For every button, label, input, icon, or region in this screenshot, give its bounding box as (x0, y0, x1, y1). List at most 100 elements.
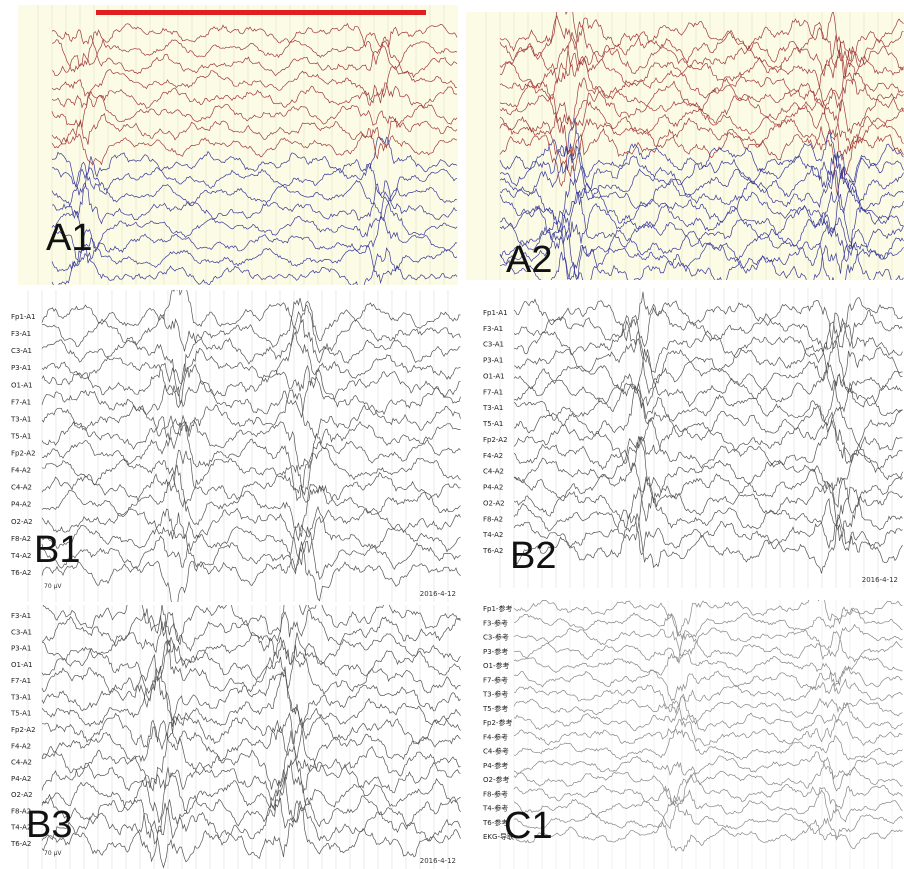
channel-label: F8-A2 (11, 807, 31, 815)
eeg-trace (41, 636, 461, 700)
panel-label: B1 (34, 529, 80, 571)
channel-label: T3-参考 (482, 690, 508, 699)
channel-label: F7-A1 (11, 398, 31, 406)
eeg-trace (499, 152, 904, 233)
panel-label: A1 (46, 217, 92, 259)
eeg-trace (41, 311, 461, 397)
eeg-trace (513, 476, 903, 541)
eeg-trace (513, 312, 903, 374)
eeg-trace (513, 513, 903, 574)
eeg-trace (41, 414, 461, 471)
channel-label: Fp2-A2 (483, 436, 508, 444)
eeg-trace (41, 446, 461, 505)
channel-label: T4-A2 (482, 531, 503, 539)
eeg-trace (513, 306, 903, 352)
eeg-trace (499, 99, 904, 150)
channel-label: T6-参考 (482, 818, 508, 827)
eeg-trace (513, 678, 903, 714)
eeg-trace (513, 652, 903, 687)
date-label: 2016-4-12 (420, 857, 456, 865)
eeg-trace (41, 608, 461, 652)
channel-label: F8-A2 (483, 515, 503, 523)
eeg-trace (41, 797, 461, 863)
channel-label: T5-参考 (482, 704, 508, 713)
channel-label: F3-A1 (11, 330, 31, 338)
eeg-trace (499, 117, 904, 177)
panel-label: B2 (510, 535, 556, 577)
eeg-trace (41, 331, 461, 409)
eeg-trace (513, 630, 903, 663)
header-bar (96, 10, 426, 15)
channel-label: F4-A2 (11, 467, 31, 475)
eeg-trace (42, 297, 461, 354)
eeg-trace (41, 507, 461, 566)
date-label: 2016-4-12 (862, 576, 898, 584)
channel-label: F8-A2 (11, 535, 31, 543)
channel-label: T5-A1 (10, 432, 31, 440)
eeg-panel: A2 (466, 12, 904, 280)
eeg-trace (513, 786, 903, 830)
channel-label: F7-A1 (11, 677, 31, 685)
eeg-trace (41, 473, 461, 542)
eeg-trace (499, 44, 904, 108)
channel-label: Fp2-参考 (483, 718, 512, 727)
channel-label: O2-A2 (483, 499, 505, 507)
eeg-trace (513, 697, 903, 725)
panel-label: A2 (506, 239, 552, 280)
eeg-trace (500, 231, 904, 280)
eeg-trace (499, 145, 904, 204)
eeg-trace (513, 665, 903, 702)
eeg-panel: Fp1-A1 F3-A1 C3-A1 P3-A1 O1-A1 F7-A1 T3-A1 T5-A… (8, 290, 462, 602)
eeg-trace (499, 42, 904, 84)
eeg-view: F3-A1 C3-A1 P3-A1 O1-A1 F7-A1 T3-A1 T5-A1 Fp2-A… (10, 605, 461, 869)
channel-label: F4-参考 (483, 732, 508, 741)
channel-label: C4-A2 (11, 759, 32, 767)
eeg-trace (513, 695, 903, 732)
eeg-trace (41, 721, 461, 792)
eeg-view: Fp1-A1 F3-A1 C3-A1 P3-A1 O1-A1 F7-A1 T3-A1 T5-A… (482, 288, 903, 588)
eeg-panel: F3-A1 C3-A1 P3-A1 O1-A1 F7-A1 T3-A1 T5-A1 Fp2-A… (8, 605, 462, 869)
channel-label: C3-A1 (11, 628, 32, 636)
channel-label: T3-A1 (482, 404, 503, 412)
eeg-trace (513, 477, 903, 550)
eeg-panel: A1 (18, 5, 458, 285)
channel-label: F8-参考 (483, 789, 508, 798)
channel-label: T5-A1 (482, 420, 503, 428)
eeg-trace (51, 36, 458, 79)
eeg-view: Fp1-参考 F3-参考 C3-参考 P3-参考 O1-参考 F7-参考 T3-参考 T5-参… (482, 600, 903, 869)
eeg-trace (41, 665, 461, 740)
eeg-trace (51, 29, 458, 73)
eeg-trace (41, 621, 461, 669)
scale-label: 70 µV (44, 850, 62, 857)
eeg-trace (41, 389, 461, 440)
eeg-trace (41, 768, 461, 840)
eeg-trace (499, 166, 904, 228)
eeg-trace (51, 112, 458, 160)
eeg-panel: Fp1-参考 F3-参考 C3-参考 P3-参考 O1-参考 F7-参考 T3-参考 T5-参… (480, 600, 904, 869)
channel-label: P4-A2 (11, 501, 31, 509)
eeg-trace (41, 707, 461, 759)
channel-label: Fp1-A1 (483, 309, 508, 317)
eeg-trace (42, 605, 461, 646)
eeg-panel: Fp1-A1 F3-A1 C3-A1 P3-A1 O1-A1 F7-A1 T3-A1 T5-A… (480, 288, 904, 588)
channel-label: C4-参考 (483, 747, 509, 756)
channel-label: C3-参考 (483, 633, 509, 642)
eeg-trace (41, 712, 461, 772)
channel-label: F3-A1 (483, 325, 503, 333)
channel-label: F7-A1 (483, 388, 503, 396)
channel-label: C3-A1 (483, 341, 504, 349)
channel-label: F4-A2 (11, 742, 31, 750)
eeg-trace (41, 368, 461, 419)
eeg-trace (513, 462, 903, 522)
channel-label: C4-A2 (11, 484, 32, 492)
channel-label: O2-A2 (11, 518, 33, 526)
eeg-view: A1 (37, 5, 458, 285)
channel-label: T6-A2 (10, 840, 31, 848)
channel-label: P4-A2 (11, 775, 31, 783)
channel-label: O1-A1 (483, 372, 505, 380)
eeg-trace (41, 757, 461, 815)
eeg-trace (499, 87, 904, 161)
eeg-trace (499, 216, 904, 280)
channel-label: Fp1-A1 (11, 313, 36, 321)
channel-label: O1-A1 (11, 661, 33, 669)
